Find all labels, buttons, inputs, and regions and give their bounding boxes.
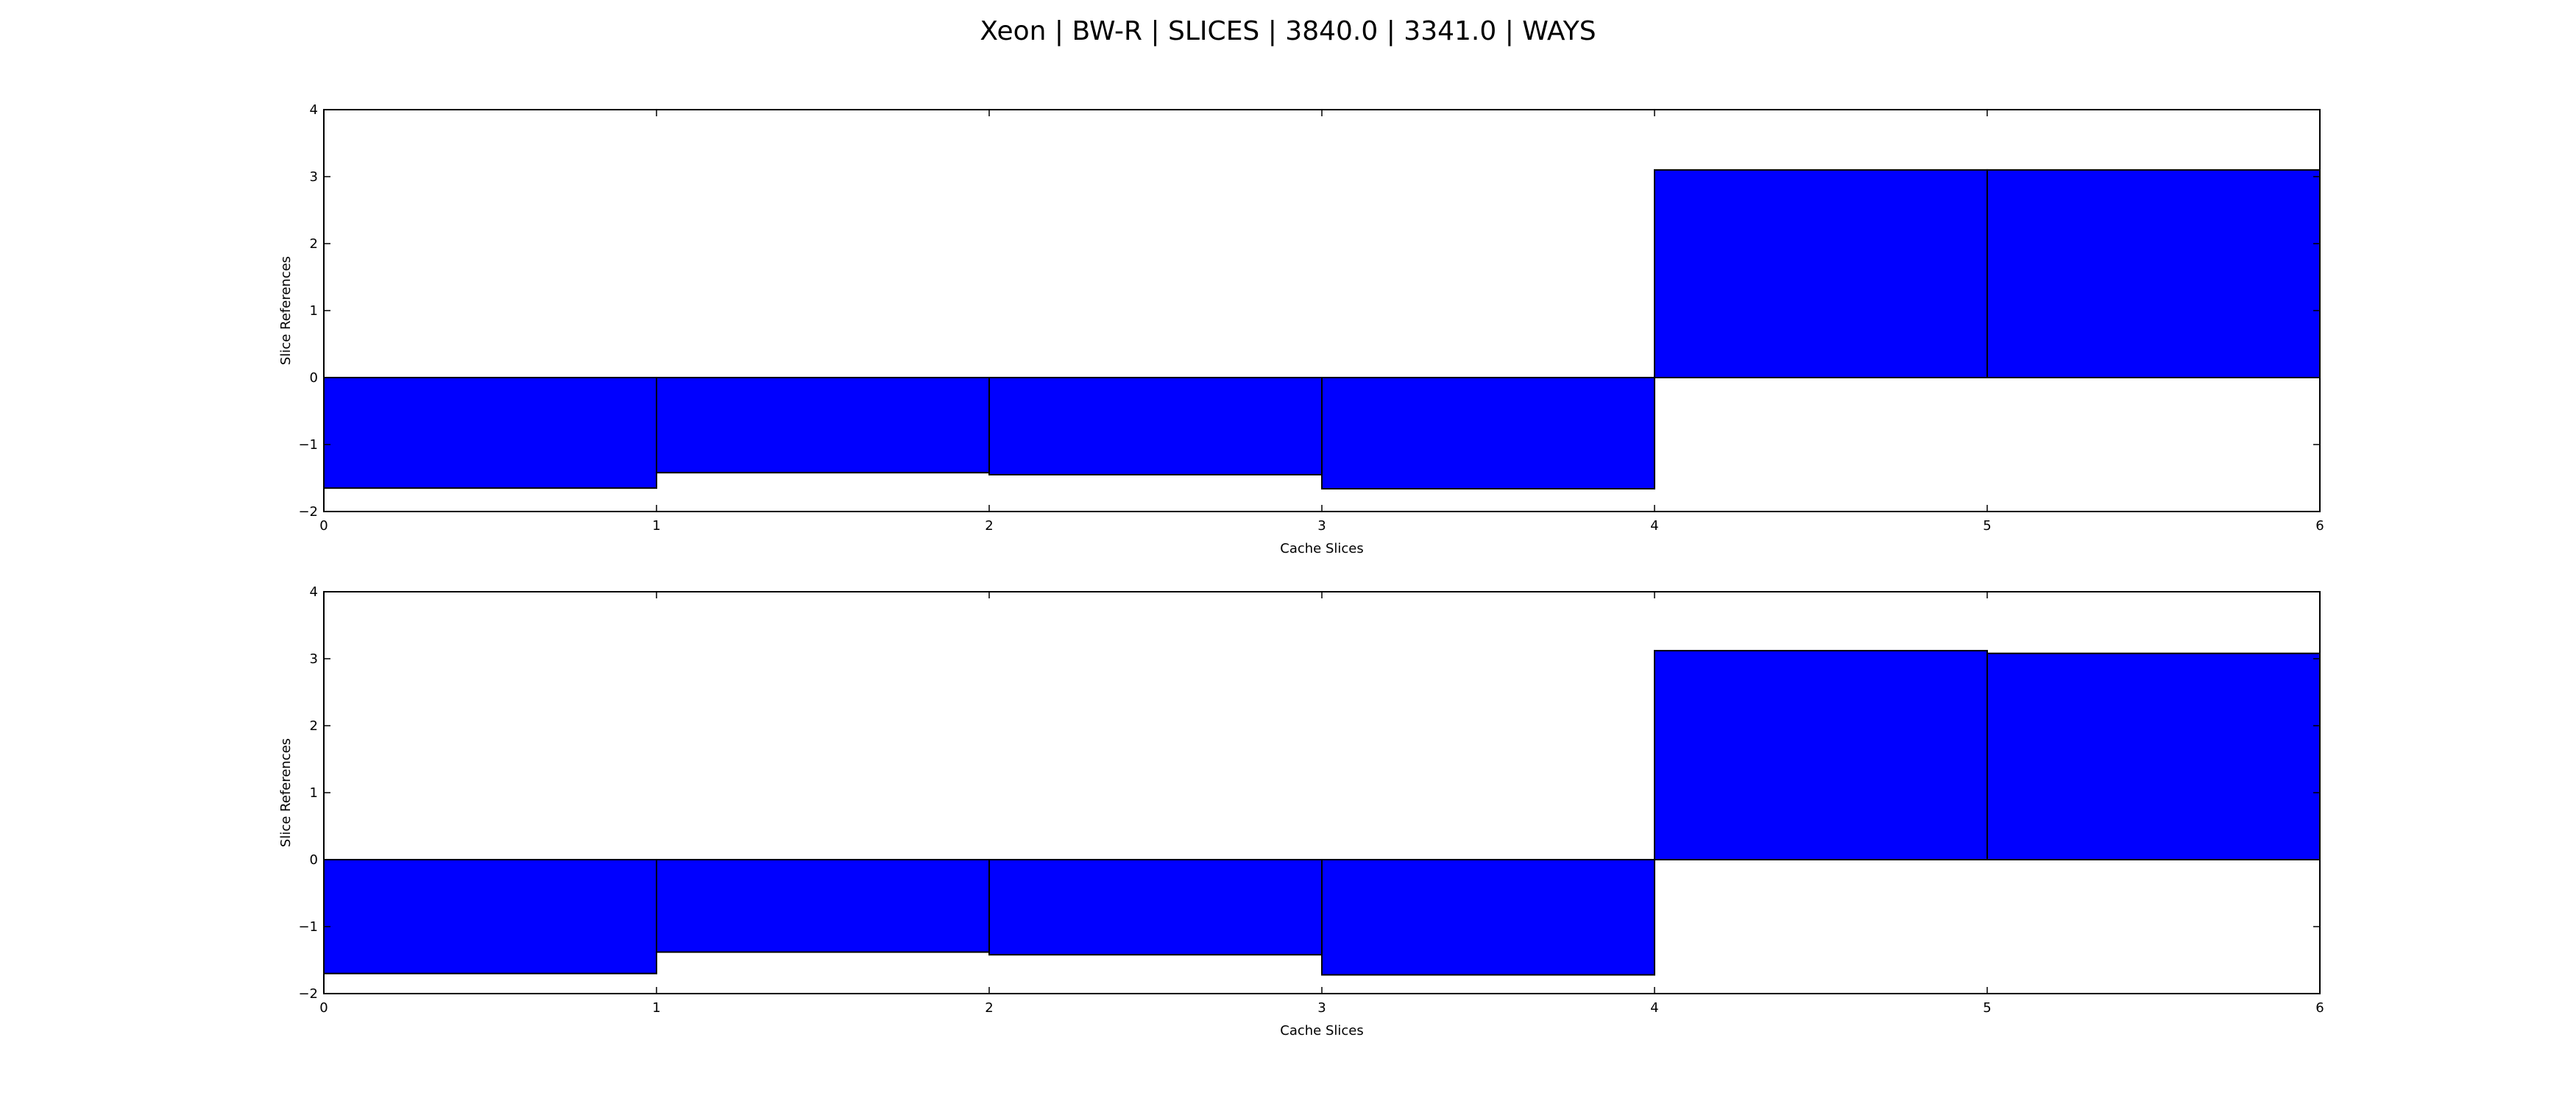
y-axis-label: Slice References (278, 256, 294, 365)
x-tick-label: 4 (1650, 518, 1658, 534)
x-tick-label: 1 (652, 518, 660, 534)
y-tick-label: 4 (310, 584, 318, 600)
y-tick-label: 1 (310, 785, 318, 801)
x-tick-label: 3 (1317, 1000, 1326, 1016)
bar (988, 377, 1323, 475)
y-tick-label: 1 (310, 303, 318, 319)
x-tick-label: 5 (1983, 1000, 1991, 1016)
x-tick-label: 1 (652, 1000, 660, 1016)
figure-title: Xeon | BW-R | SLICES | 3840.0 | 3341.0 |… (980, 16, 1596, 46)
bar (1321, 377, 1655, 490)
y-axis-label: Slice References (278, 738, 294, 847)
bar (656, 377, 990, 474)
bar (323, 859, 657, 974)
y-tick-label: −1 (298, 437, 318, 453)
x-axis-label: Cache Slices (1280, 541, 1363, 556)
bar (1654, 650, 1988, 861)
x-tick-label: 2 (985, 518, 993, 534)
bar (988, 859, 1323, 956)
x-tick-label: 0 (319, 518, 328, 534)
y-tick-label: −1 (298, 919, 318, 935)
y-tick-label: 0 (310, 852, 318, 868)
x-tick-label: 2 (985, 1000, 993, 1016)
x-tick-label: 0 (319, 1000, 328, 1016)
y-tick-label: 4 (310, 102, 318, 118)
y-tick-label: 3 (310, 651, 318, 667)
x-tick-label: 3 (1317, 518, 1326, 534)
x-tick-label: 6 (2315, 518, 2324, 534)
x-axis-label: Cache Slices (1280, 1023, 1363, 1038)
y-tick-label: −2 (298, 986, 318, 1002)
bar (1654, 169, 1988, 378)
subplot-2: 0 1 2 3 4 5 6 −2 −1 0 1 2 3 4 Cache Slices Slice Refere… (278, 584, 2324, 1038)
bar (1986, 652, 2321, 860)
y-tick-label: 0 (310, 370, 318, 386)
x-tick-label: 4 (1650, 1000, 1658, 1016)
x-tick-label: 6 (2315, 1000, 2324, 1016)
y-tick-label: 2 (310, 718, 318, 734)
bar (1321, 859, 1655, 976)
bar (1986, 169, 2321, 378)
bar (656, 859, 990, 953)
y-tick-label: −2 (298, 504, 318, 520)
bar (323, 377, 657, 489)
y-tick-label: 2 (310, 236, 318, 252)
subplot-1: 0 1 2 3 4 5 6 −2 −1 0 1 2 3 4 Cache Slices Slice Refere… (278, 102, 2324, 556)
y-tick-label: 3 (310, 169, 318, 185)
x-tick-label: 5 (1983, 518, 1991, 534)
